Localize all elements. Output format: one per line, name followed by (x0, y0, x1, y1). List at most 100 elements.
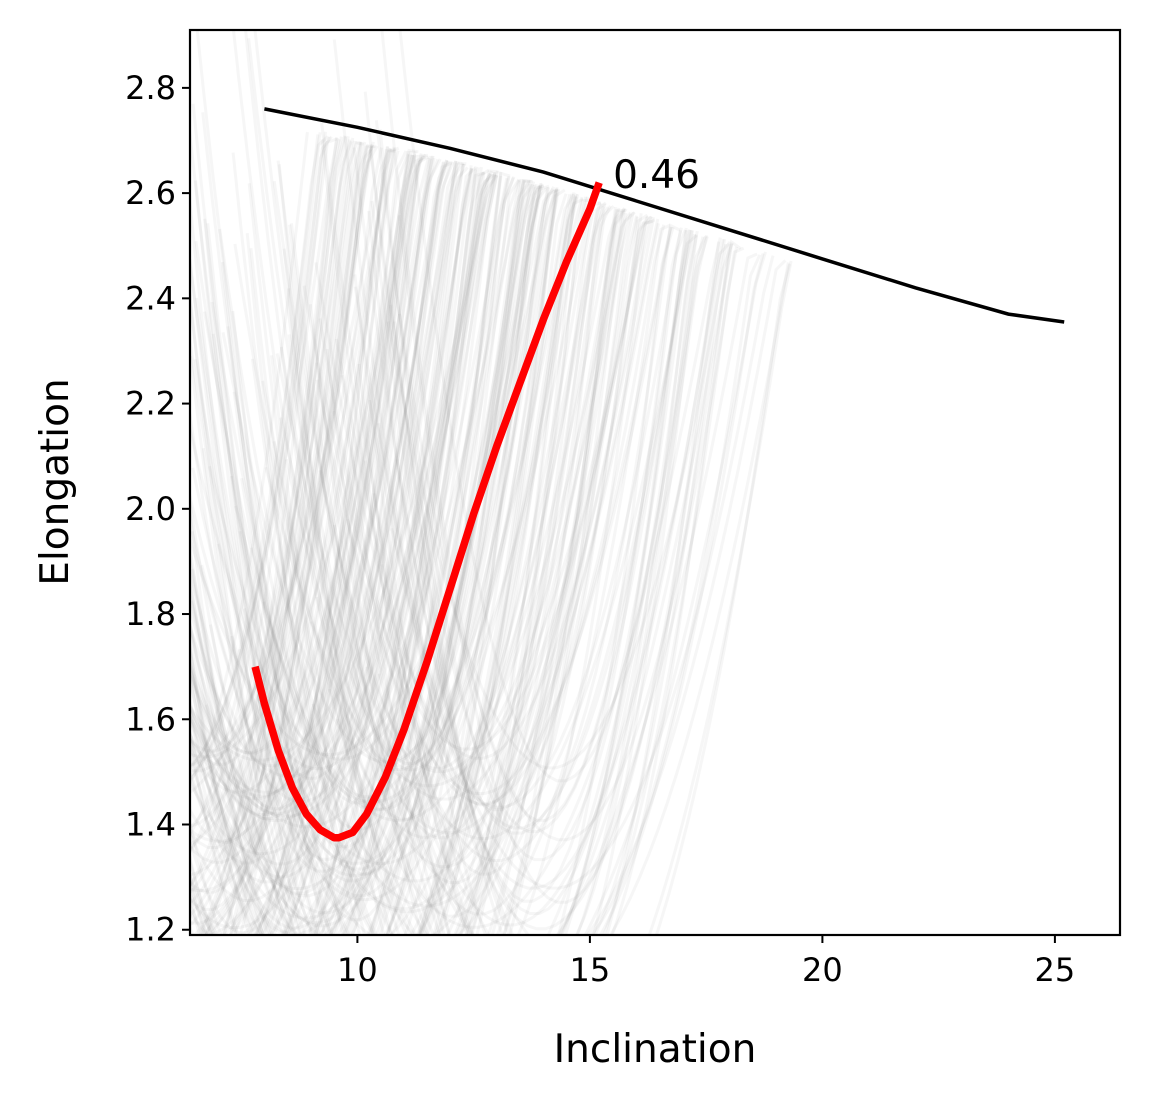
background-curve (190, 154, 418, 935)
y-tick-label: 2.0 (125, 490, 176, 528)
background-curve (302, 215, 650, 751)
background-curve (262, 226, 675, 908)
background-curve (230, 203, 596, 935)
plot-background (190, 30, 1120, 935)
background-curve (190, 150, 408, 935)
y-tick-label: 2.2 (125, 385, 176, 423)
background-curve (210, 188, 558, 812)
background-curve (190, 144, 376, 753)
background-curve (191, 103, 520, 922)
background-curve (393, 241, 731, 935)
background-curve (315, 235, 709, 935)
background-curve (380, 30, 687, 822)
background-curve (253, 155, 435, 935)
annotation-label: 0.46 (613, 153, 700, 198)
background-curve (190, 147, 393, 846)
background-curve (190, 183, 543, 935)
background-curve (365, 259, 787, 935)
y-tick-label: 1.2 (125, 911, 176, 949)
background-curve (190, 161, 446, 816)
background-curve (190, 153, 423, 820)
background-curve (190, 153, 427, 935)
background-curve (190, 157, 436, 768)
background-curve (247, 183, 577, 935)
background-curve (190, 144, 376, 849)
background-curve (370, 200, 699, 915)
background-curve (190, 176, 510, 771)
background-curve (190, 184, 545, 935)
background-curve (231, 196, 579, 935)
background-curve (372, 246, 739, 935)
background-curve (346, 242, 730, 927)
plot-frame (188, 28, 1122, 937)
background-curve (357, 236, 705, 935)
background-curve (190, 174, 497, 935)
background-curve (190, 153, 410, 864)
background-curve (272, 180, 602, 770)
background-curve (190, 168, 474, 929)
background-curve (191, 193, 576, 865)
background-curve (198, 137, 355, 935)
background-curve (231, 30, 538, 765)
background-curve (190, 135, 333, 778)
background-curve (190, 137, 339, 771)
background-curve (286, 162, 465, 935)
background-curve (222, 137, 338, 935)
background-curve (269, 155, 434, 935)
background-curve (190, 162, 459, 884)
background-curve (190, 206, 610, 935)
background-curve (201, 193, 568, 935)
background-curve (287, 211, 635, 935)
background-curve (221, 193, 578, 764)
background-curve (195, 186, 543, 898)
background-curve (325, 226, 673, 935)
background-curve (190, 169, 478, 935)
background-curve (395, 254, 762, 935)
background-curve (190, 150, 413, 754)
y-tick-label: 1.8 (125, 595, 176, 633)
background-curve (368, 238, 725, 890)
y-tick-label: 2.8 (125, 69, 176, 107)
background-curve (311, 160, 458, 935)
background-curve (255, 154, 414, 935)
background-curve (309, 218, 656, 935)
background-curve (332, 39, 643, 812)
background-curve (190, 201, 602, 935)
background-curve (190, 141, 375, 766)
background-curve (190, 136, 332, 888)
background-curve (190, 166, 483, 935)
series-layer (251, 107, 1065, 842)
background-curve (190, 154, 425, 759)
background-curve (261, 209, 626, 839)
background-curve (190, 168, 490, 935)
background-curve (287, 210, 625, 935)
background-curve (319, 118, 639, 807)
background-curve (370, 187, 548, 935)
background-curve (190, 146, 389, 935)
background-curve (218, 189, 556, 811)
background-curve (190, 149, 396, 925)
background-curve (398, 246, 745, 842)
background-curve (190, 177, 509, 925)
background-curve (208, 148, 419, 935)
background-curve (190, 161, 467, 935)
background-curve (190, 136, 350, 888)
background-curve (377, 262, 790, 935)
background-curve (190, 185, 543, 761)
background-curve (385, 184, 550, 935)
background-curve (190, 135, 329, 855)
background-curve (309, 237, 722, 929)
background-curve (386, 242, 734, 770)
background-curve (315, 223, 671, 916)
background-curve (208, 198, 593, 804)
background-curve (204, 136, 343, 935)
background-curve (397, 215, 727, 904)
background-curve (190, 136, 348, 851)
background-curve (249, 196, 588, 935)
background-curve (234, 212, 628, 822)
background-curve (190, 160, 450, 902)
background-curve (190, 137, 338, 769)
background-curve (190, 141, 367, 918)
background-curve (190, 132, 322, 837)
